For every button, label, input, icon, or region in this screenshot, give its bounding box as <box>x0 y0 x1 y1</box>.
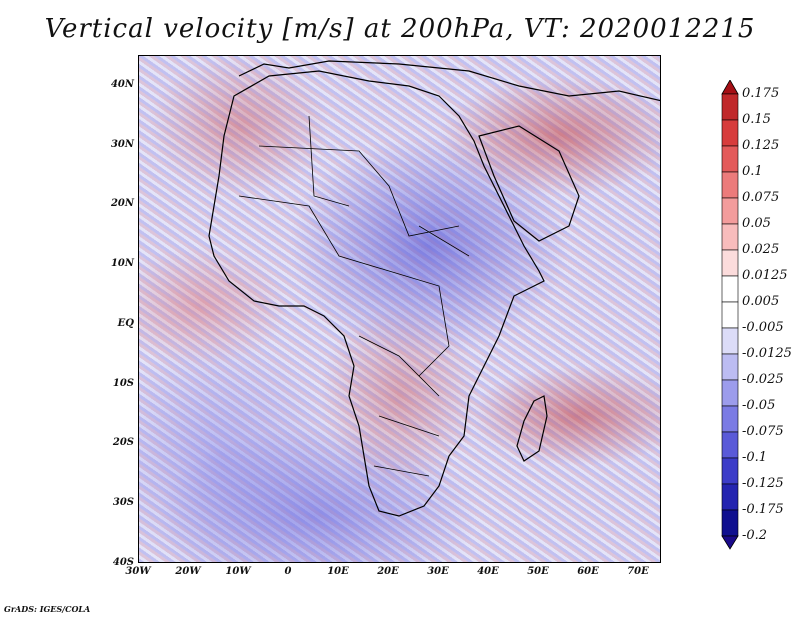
lon-label-60e: 60E <box>577 566 599 577</box>
grads-credit: GrADS: IGES/COLA <box>4 604 91 614</box>
colorbar-tick-label: 0.15 <box>742 112 771 127</box>
colorbar-tick-label: 0.125 <box>742 138 780 153</box>
lat-label-30n: 30N <box>110 139 134 150</box>
colorbar-swatch <box>721 119 739 147</box>
colorbar-swatch <box>721 223 739 251</box>
colorbar-tick-label: -0.125 <box>742 476 784 491</box>
lon-label-30e: 30E <box>427 566 449 577</box>
colorbar-tick-label: 0.0125 <box>742 268 788 283</box>
lon-label-30w: 30W <box>125 566 151 577</box>
colorbar-tick-label: 0.005 <box>742 294 780 309</box>
lat-label-eq: EQ <box>117 318 134 329</box>
madagascar-coastline <box>516 395 548 462</box>
lon-label-0: 0 <box>284 566 292 577</box>
plot-title: Vertical velocity [m/s] at 200hPa, VT: 2… <box>44 14 756 44</box>
colorbar-tick-label: -0.005 <box>742 320 784 335</box>
colorbar-swatch <box>721 353 739 381</box>
colorbar-swatch <box>721 509 739 537</box>
colorbar-tick-label: 0.075 <box>742 190 780 205</box>
colorbar-tick-label: 0.025 <box>742 242 780 257</box>
lat-label-40s: 40S <box>112 557 134 568</box>
colorbar-swatch <box>721 405 739 433</box>
colorbar-swatch <box>721 379 739 407</box>
africa-coastline <box>208 70 545 517</box>
lat-label-10n: 10N <box>110 258 134 269</box>
country-borders <box>238 115 470 477</box>
lon-label-70e: 70E <box>627 566 649 577</box>
lat-label-30s: 30S <box>112 497 134 508</box>
europe-coastline <box>238 60 660 102</box>
colorbar-swatch <box>721 431 739 459</box>
lon-label-20e: 20E <box>377 566 399 577</box>
lon-label-50e: 50E <box>527 566 549 577</box>
colorbar-swatch <box>721 197 739 225</box>
colorbar-swatch <box>721 301 739 329</box>
colorbar <box>721 80 739 550</box>
colorbar-tick-label: -0.075 <box>742 424 784 439</box>
map-panel <box>138 55 661 563</box>
colorbar-tick-label: 0.175 <box>742 86 780 101</box>
colorbar-swatch <box>721 145 739 173</box>
colorbar-swatch <box>721 93 739 121</box>
colorbar-top-arrow <box>721 80 739 95</box>
colorbar-tick-label: 0.05 <box>742 216 771 231</box>
lat-label-40n: 40N <box>110 79 134 90</box>
lon-label-40e: 40E <box>477 566 499 577</box>
lat-label-20n: 20N <box>110 198 134 209</box>
lat-label-20s: 20S <box>112 437 134 448</box>
lon-label-10e: 10E <box>327 566 349 577</box>
africa-outline <box>208 60 660 517</box>
colorbar-swatch <box>721 249 739 277</box>
colorbar-swatch <box>721 457 739 485</box>
colorbar-tick-label: -0.025 <box>742 372 784 387</box>
colorbar-swatch <box>721 483 739 511</box>
colorbar-swatch <box>721 275 739 303</box>
colorbar-tick-label: 0.1 <box>742 164 763 179</box>
lon-label-20w: 20W <box>175 566 201 577</box>
arabia-coastline <box>478 125 580 242</box>
colorbar-tick-label: -0.1 <box>742 450 768 465</box>
colorbar-swatch <box>721 327 739 355</box>
lat-label-10s: 10S <box>112 378 134 389</box>
colorbar-swatch <box>721 171 739 199</box>
colorbar-bottom-arrow <box>721 535 739 550</box>
colorbar-tick-label: -0.175 <box>742 502 784 517</box>
colorbar-tick-label: -0.0125 <box>742 346 792 361</box>
lon-label-10w: 10W <box>225 566 251 577</box>
colorbar-tick-label: -0.2 <box>742 528 768 543</box>
colorbar-tick-label: -0.05 <box>742 398 776 413</box>
